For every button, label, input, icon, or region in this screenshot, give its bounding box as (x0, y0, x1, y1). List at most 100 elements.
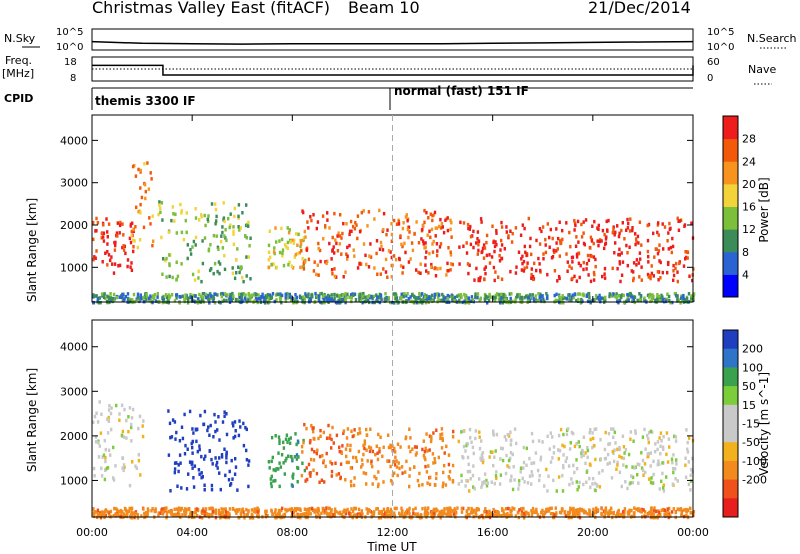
velocity-cell (589, 485, 592, 490)
velocity-cell (557, 475, 561, 479)
velocity-cell (287, 437, 291, 442)
power-cell (423, 208, 426, 213)
velocity-cell (184, 443, 187, 448)
power-cell (501, 301, 504, 305)
power-cell (303, 259, 307, 264)
power-cell (668, 221, 671, 226)
power-cell (585, 267, 588, 271)
velocity-cell (344, 478, 347, 482)
power-colorbar-tick: 24 (742, 155, 756, 168)
velocity-cell (282, 446, 286, 450)
power-colorbar-tick: 28 (742, 133, 756, 146)
power-cell (494, 298, 497, 302)
power-cell (134, 225, 137, 229)
velocity-cell (612, 459, 616, 464)
velocity-cell (395, 506, 398, 511)
velocity-cell (367, 445, 371, 449)
power-cell (122, 248, 126, 252)
power-cell (423, 246, 426, 250)
velocity-cell (662, 486, 665, 490)
velocity-cell (278, 484, 281, 489)
velocity-cell (418, 471, 421, 476)
power-cell (650, 271, 654, 276)
power-ytick-label: 1000 (60, 261, 88, 274)
velocity-cell (644, 470, 647, 475)
velocity-cell (174, 437, 177, 441)
power-cell (286, 240, 290, 245)
power-cell (298, 251, 301, 255)
velocity-cell (506, 432, 509, 437)
power-cell (346, 292, 349, 297)
velocity-cell (330, 469, 334, 474)
velocity-cell (486, 481, 490, 485)
velocity-cell (658, 436, 661, 440)
velocity-cell (398, 511, 401, 516)
velocity-cell (466, 455, 470, 460)
power-cell (102, 231, 105, 235)
power-cell (612, 292, 615, 296)
velocity-cell (387, 433, 390, 437)
velocity-cell (527, 513, 531, 517)
power-cell (558, 239, 562, 243)
velocity-cell (470, 506, 473, 511)
velocity-cell (115, 513, 119, 517)
velocity-cell (307, 512, 310, 516)
velocity-cell (392, 513, 395, 517)
velocity-cell (211, 509, 215, 514)
velocity-cell (572, 431, 575, 436)
velocity-cell (578, 507, 582, 511)
velocity-cell (92, 507, 95, 511)
velocity-cell (114, 512, 117, 516)
velocity-cell (652, 472, 655, 477)
power-cell (338, 234, 342, 238)
velocity-cell (309, 512, 312, 516)
velocity-cell (253, 507, 256, 511)
power-cell (636, 234, 640, 239)
power-cell (221, 230, 224, 235)
velocity-cell (112, 476, 115, 480)
velocity-cell (290, 508, 293, 513)
power-cell (130, 268, 134, 272)
power-cell (426, 297, 429, 302)
velocity-cell (166, 510, 169, 514)
velocity-cell (429, 475, 432, 480)
velocity-cell (220, 455, 224, 459)
power-cell (666, 270, 669, 275)
power-cell (441, 292, 444, 297)
velocity-cell (549, 431, 552, 435)
power-cell (327, 296, 330, 300)
velocity-cell (511, 506, 514, 510)
power-cell (582, 231, 585, 235)
power-cell (318, 292, 322, 296)
velocity-cell (335, 473, 338, 477)
velocity-cell (245, 448, 248, 453)
power-cell (274, 293, 278, 297)
velocity-cell (361, 462, 364, 467)
power-cell (103, 292, 106, 296)
velocity-cell (488, 455, 491, 459)
velocity-cell (663, 508, 666, 513)
velocity-cell (309, 471, 312, 475)
velocity-cell (400, 512, 403, 517)
velocity-cell (575, 458, 578, 462)
velocity-cell (398, 466, 401, 471)
velocity-cell (689, 473, 692, 477)
power-cell (253, 299, 256, 303)
power-cell (567, 293, 570, 297)
power-cell (151, 243, 154, 248)
power-cell (573, 292, 577, 296)
velocity-cell (270, 459, 273, 464)
power-cell (170, 293, 174, 297)
velocity-cell (315, 509, 318, 514)
velocity-cell (485, 484, 489, 488)
velocity-cell (354, 455, 358, 460)
velocity-cell (100, 513, 103, 518)
velocity-cell (682, 508, 685, 512)
power-cell (322, 237, 325, 241)
velocity-cell (108, 514, 112, 519)
power-cell (474, 292, 477, 296)
velocity-cell (395, 459, 398, 463)
power-cell (219, 292, 223, 296)
velocity-cell (673, 434, 676, 439)
velocity-cell (499, 473, 503, 477)
